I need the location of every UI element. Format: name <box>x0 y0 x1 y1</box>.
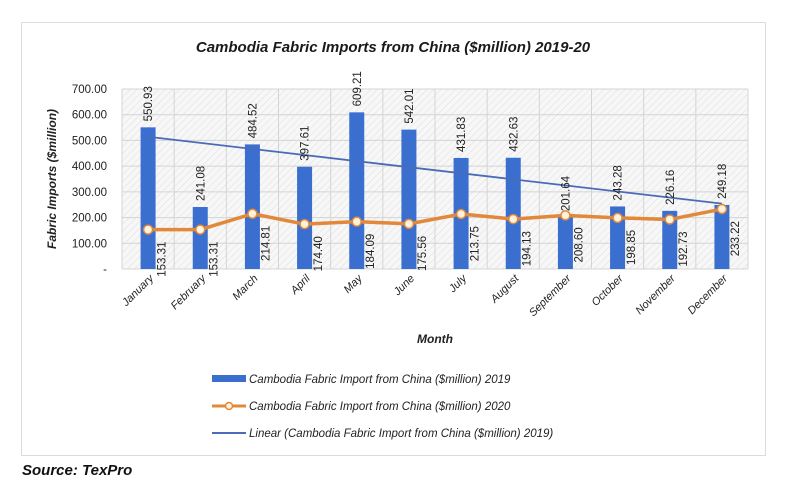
bar-february <box>192 207 208 269</box>
data-label-2020: 153.31 <box>156 242 168 277</box>
y-tick-label: 400.00 <box>72 161 107 173</box>
line-2020-path <box>148 207 723 232</box>
data-label-2020: 184.09 <box>365 234 377 269</box>
x-tick-label: March <box>230 273 260 303</box>
legend-label-2019: Cambodia Fabric Import from China ($mill… <box>249 374 511 386</box>
bar-june <box>401 129 417 269</box>
x-tick-label: October <box>590 272 627 309</box>
bar-april <box>297 166 313 269</box>
y-tick-label: 500.00 <box>72 135 107 147</box>
marker-2020-february <box>195 224 206 235</box>
x-tick-label: June <box>391 273 417 299</box>
data-label-2020: 192.73 <box>678 231 690 266</box>
marker-2020-may <box>351 216 362 227</box>
data-label-2020: 214.81 <box>261 226 273 261</box>
bar-december <box>714 204 730 269</box>
legend-label-2020: Cambodia Fabric Import from China ($mill… <box>249 401 511 413</box>
legend-swatch-marker <box>224 401 234 411</box>
x-tick-label: February <box>169 272 210 313</box>
data-label-2020: 153.31 <box>208 242 220 277</box>
line-2020 <box>142 203 728 235</box>
y-tick-label: 300.00 <box>72 187 107 199</box>
data-label-2019: 241.08 <box>195 166 207 201</box>
source-note: Source: TexPro <box>22 462 133 479</box>
data-label-2019: 484.52 <box>247 103 259 138</box>
data-label-2020: 198.85 <box>626 230 638 265</box>
data-label-2019: 226.16 <box>665 170 677 205</box>
legend-label-trend: Linear (Cambodia Fabric Import from Chin… <box>249 428 553 440</box>
legend-item-2020[interactable]: Cambodia Fabric Import from China ($mill… <box>212 401 511 413</box>
marker-2020-december <box>716 203 728 215</box>
y-tick-label: 200.00 <box>72 213 107 225</box>
data-label-2019: 243.28 <box>613 165 625 200</box>
x-tick-label: May <box>342 272 366 296</box>
y-tick-label: 700.00 <box>72 84 107 96</box>
chart-title: Cambodia Fabric Imports from China ($mil… <box>196 39 591 56</box>
trendline-2019 <box>147 135 723 205</box>
y-tick-label: 600.00 <box>72 110 107 122</box>
bar-october <box>610 206 626 269</box>
data-label-2019: 249.18 <box>717 164 729 199</box>
x-tick-label: September <box>527 272 574 319</box>
data-label-2019: 397.61 <box>300 126 312 161</box>
marker-2020-november <box>664 214 675 225</box>
data-label-2020: 233.22 <box>730 221 742 256</box>
x-axis: January February March April May June July Augu… <box>119 272 731 320</box>
data-label-2019: 432.63 <box>508 117 520 152</box>
marker-2020-july <box>455 208 467 220</box>
marker-2020-october <box>612 212 623 224</box>
x-tick-label: April <box>288 272 313 297</box>
data-label-2020: 208.60 <box>574 227 586 262</box>
legend-swatch-bar <box>212 375 246 382</box>
bar-august <box>505 157 521 269</box>
data-label-2020: 213.75 <box>469 226 481 261</box>
legend: Cambodia Fabric Import from China ($mill… <box>212 374 553 440</box>
bar-november <box>662 210 678 269</box>
marker-2020-january <box>142 224 154 235</box>
legend-item-2019[interactable]: Cambodia Fabric Import from China ($mill… <box>212 374 511 386</box>
data-label-2020: 175.56 <box>417 236 429 271</box>
bar-march <box>244 144 260 269</box>
marker-2020-august <box>508 213 519 225</box>
marker-2020-april <box>299 218 310 230</box>
data-label-2019: 542.01 <box>404 88 416 123</box>
data-label-2020: 174.40 <box>313 236 325 271</box>
x-tick-label: August <box>488 272 522 306</box>
trendline <box>147 135 723 205</box>
bar-may <box>349 112 365 269</box>
data-label-2019: 431.83 <box>456 117 468 152</box>
x-tick-label: July <box>446 272 470 296</box>
x-tick-label: December <box>686 272 731 317</box>
y-axis: - 100.00 200.00 300.00 400.00 500.00 600.00 700… <box>72 84 107 276</box>
data-label-2019: 201.64 <box>560 175 572 211</box>
x-tick-label: January <box>119 272 157 310</box>
data-label-2019: 609.21 <box>352 71 364 106</box>
y-tick-label: 100.00 <box>72 238 107 250</box>
data-label-2019: 550.93 <box>143 86 155 121</box>
marker-2020-june <box>403 218 415 230</box>
data-label-2020: 194.13 <box>521 231 533 266</box>
marker-2020-september <box>560 210 571 221</box>
bar-september <box>557 217 573 269</box>
y-axis-title: Fabric Imports ($million) <box>45 109 59 249</box>
y-tick-label: - <box>103 264 107 276</box>
bar-january <box>140 127 156 270</box>
x-tick-label: November <box>634 272 679 317</box>
marker-2020-march <box>247 208 258 220</box>
legend-item-trend[interactable]: Linear (Cambodia Fabric Import from Chin… <box>212 428 553 440</box>
x-axis-title: Month <box>417 332 453 346</box>
data-labels: 550.93 241.08 484.52 397.61 609.21 542.01 431.… <box>143 71 742 277</box>
bars-2019 <box>140 112 730 270</box>
